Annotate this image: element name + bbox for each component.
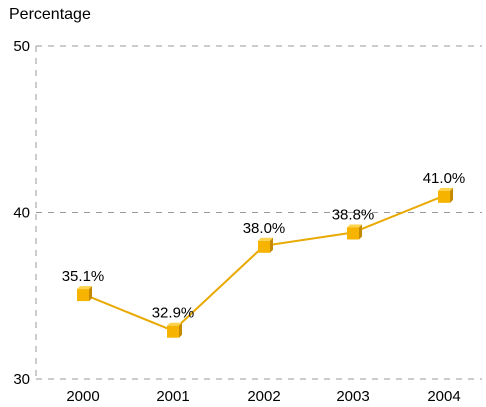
y-tick-label: 40 xyxy=(13,205,30,222)
axes: 30 40 50 2000 2001 2002 2003 2004 xyxy=(13,38,460,405)
data-labels: 35.1% 32.9% 38.0% 38.8% 41.0% xyxy=(62,170,466,322)
data-label: 35.1% xyxy=(62,268,105,285)
data-point-marker xyxy=(347,224,362,240)
data-label: 32.9% xyxy=(152,305,195,322)
data-point-marker xyxy=(77,286,92,302)
data-point-marker xyxy=(438,187,453,203)
series-line xyxy=(82,194,445,332)
y-axis-label: Percentage xyxy=(9,6,91,23)
x-tick-label: 2001 xyxy=(156,388,189,405)
gridlines xyxy=(35,45,482,380)
y-tick-label: 30 xyxy=(13,371,30,388)
data-point-marker xyxy=(258,237,273,253)
x-tick-label: 2003 xyxy=(336,388,369,405)
y-tick-label: 50 xyxy=(13,38,30,55)
series-line-layer xyxy=(82,194,445,332)
x-tick-label: 2004 xyxy=(427,388,460,405)
x-tick-label: 2000 xyxy=(66,388,99,405)
x-tick-label: 2002 xyxy=(247,388,280,405)
markers xyxy=(77,187,453,338)
data-label: 38.0% xyxy=(243,220,286,237)
data-point-marker xyxy=(167,322,182,338)
data-label: 41.0% xyxy=(423,170,466,187)
data-label: 38.8% xyxy=(332,206,375,223)
